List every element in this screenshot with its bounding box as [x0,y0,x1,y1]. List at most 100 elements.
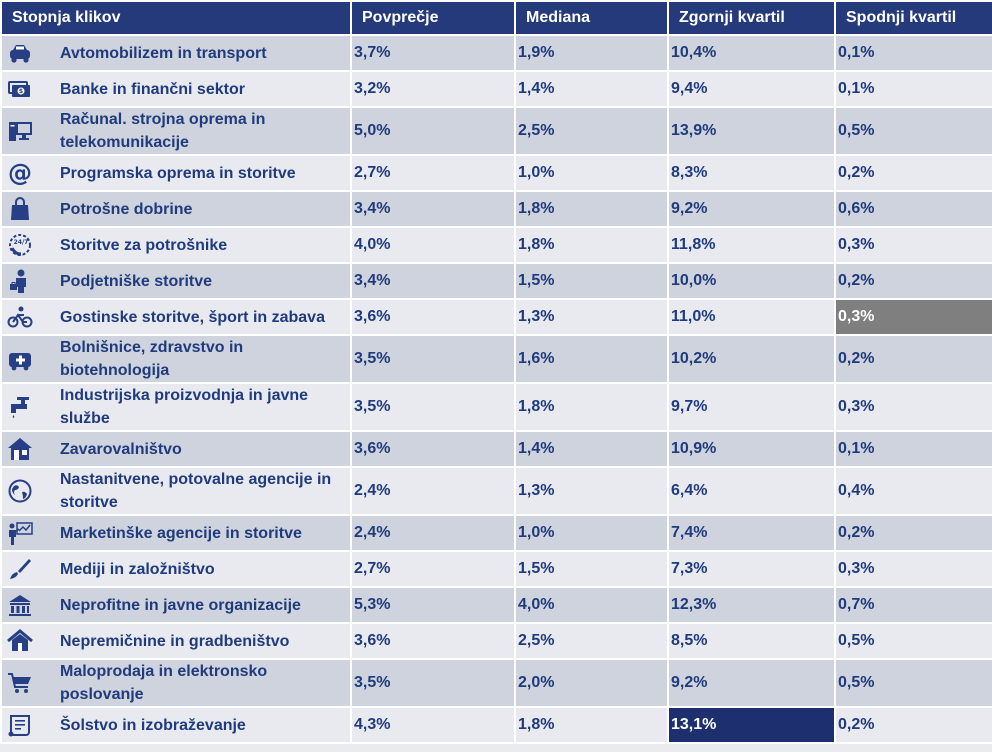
header-lower-quartile: Spodnji kvartil [834,0,992,36]
globe-icon [2,476,38,506]
lower-quartile-cell: 0,3% [834,382,992,432]
industry-name: Potrošne dobrine [60,200,193,218]
ambulance-icon [2,344,38,374]
median-cell: 4,0% [514,586,669,624]
average-cell: 3,4% [350,190,516,228]
shopping-cart-icon [2,668,38,698]
presenter-icon [2,518,38,548]
table-row: Nepremičnine in gradbeništvo 3,6% 2,5% 8,5%… [0,622,992,660]
average-cell: 3,5% [350,334,516,384]
median-cell: 2,0% [514,658,669,708]
institution-icon [2,590,38,620]
lower-quartile-cell: 0,3% [834,550,992,588]
lower-quartile-cell: 0,5% [834,622,992,660]
table-row: Šolstvo in izobraževanje 4,3% 1,8% 13,1% 0,2… [0,706,992,744]
table-row: Potrošne dobrine 3,4% 1,8% 9,2% 0,6% [0,190,992,228]
median-cell: 1,0% [514,154,669,192]
industry-cell: Nepremičnine in gradbeništvo [0,622,352,660]
industry-name: Računal. strojna oprema in telekomunikac… [60,111,266,151]
upper-quartile-cell: 7,3% [667,550,836,588]
upper-quartile-cell: 6,4% [667,466,836,516]
industry-name: Šolstvo in izobraževanje [60,716,246,734]
median-cell: 1,8% [514,706,669,744]
lower-quartile-cell: 0,2% [834,262,992,300]
upper-quartile-cell: 13,9% [667,106,836,156]
median-cell: 1,8% [514,190,669,228]
average-cell: 3,5% [350,382,516,432]
table-row: Podjetniške storitve 3,4% 1,5% 10,0% 0,2% [0,262,992,300]
average-cell: 3,6% [350,430,516,468]
table-row: Maloprodaja in elektronsko poslovanje 3,5… [0,658,992,708]
industry-cell: Avtomobilizem in transport [0,34,352,72]
industry-name: Nastanitvene, potovalne agencije in stor… [60,471,332,511]
svg-text:@: @ [8,160,32,186]
computer-icon [2,116,38,146]
median-cell: 2,5% [514,106,669,156]
average-cell: 4,0% [350,226,516,264]
support-24-7-icon: 24/7 [2,230,38,260]
lower-quartile-cell: 0,6% [834,190,992,228]
industry-name: Nepremičnine in gradbeništvo [60,632,290,650]
lower-quartile-cell: 0,7% [834,586,992,624]
lower-quartile-cell: 0,3% [834,298,992,336]
lower-quartile-cell: 0,3% [834,226,992,264]
upper-quartile-cell: 11,8% [667,226,836,264]
industry-cell: Računal. strojna oprema in telekomunikac… [0,106,352,156]
median-cell: 1,9% [514,34,669,72]
industry-cell: Podjetniške storitve [0,262,352,300]
average-cell: 3,2% [350,70,516,108]
upper-quartile-cell: 9,4% [667,70,836,108]
median-cell: 1,4% [514,430,669,468]
upper-quartile-cell: 10,9% [667,430,836,468]
average-cell: 3,7% [350,34,516,72]
industry-cell: Šolstvo in izobraževanje [0,706,352,744]
table-row: Avtomobilizem in transport 3,7% 1,9% 10,4% 0… [0,34,992,72]
header-median: Mediana [514,0,669,36]
table-row: @ Programska oprema in storitve 2,7% 1,0% 8,… [0,154,992,192]
industry-cell: @ Programska oprema in storitve [0,154,352,192]
lower-quartile-cell: 0,2% [834,334,992,384]
industry-name: Programska oprema in storitve [60,164,296,182]
header-row: Stopnja klikov Povprečje Mediana Zgornji… [0,0,992,36]
table-row: Gostinske storitve, šport in zabava 3,6% 1… [0,298,992,336]
industry-name: Bolnišnice, zdravstvo in biotehnologija [60,339,244,379]
upper-quartile-cell: 8,5% [667,622,836,660]
industry-cell: Gostinske storitve, šport in zabava [0,298,352,336]
industry-cell: Marketinške agencije in storitve [0,514,352,552]
upper-quartile-cell: 8,3% [667,154,836,192]
median-cell: 1,5% [514,262,669,300]
median-cell: 1,6% [514,334,669,384]
lower-quartile-cell: 0,5% [834,658,992,708]
car-icon [2,38,38,68]
table-row: $ Banke in finančni sektor 3,2% 1,4% 9,4% 0,1… [0,70,992,108]
svg-text:$: $ [19,88,23,95]
industry-cell: 24/7 Storitve za potrošnike [0,226,352,264]
industry-name: Maloprodaja in elektronsko poslovanje [60,663,268,703]
industry-cell: Mediji in založništvo [0,550,352,588]
table-row: Zavarovalništvo 3,6% 1,4% 10,9% 0,1% [0,430,992,468]
upper-quartile-cell: 7,4% [667,514,836,552]
lower-quartile-cell: 0,2% [834,706,992,744]
median-cell: 1,0% [514,514,669,552]
average-cell: 5,0% [350,106,516,156]
industry-name: Industrijska proizvodnja in javne službe [60,387,309,427]
industry-name: Banke in finančni sektor [60,80,245,98]
industry-name: Mediji in založništvo [60,560,215,578]
average-cell: 3,5% [350,658,516,708]
header-industry: Stopnja klikov [0,0,352,36]
average-cell: 3,4% [350,262,516,300]
industry-cell: Neprofitne in javne organizacije [0,586,352,624]
table-row: Neprofitne in javne organizacije 5,3% 4,0%… [0,586,992,624]
average-cell: 2,7% [350,550,516,588]
upper-quartile-cell: 9,2% [667,658,836,708]
lower-quartile-cell: 0,5% [834,106,992,156]
industry-cell: Maloprodaja in elektronsko poslovanje [0,658,352,708]
lower-quartile-cell: 0,1% [834,70,992,108]
median-cell: 2,5% [514,622,669,660]
industry-cell: Industrijska proizvodnja in javne službe [0,382,352,432]
upper-quartile-cell: 12,3% [667,586,836,624]
brush-icon [2,554,38,584]
industry-name: Avtomobilizem in transport [60,44,267,62]
median-cell: 1,8% [514,226,669,264]
table-row: Marketinške agencije in storitve 2,4% 1,0%… [0,514,992,552]
